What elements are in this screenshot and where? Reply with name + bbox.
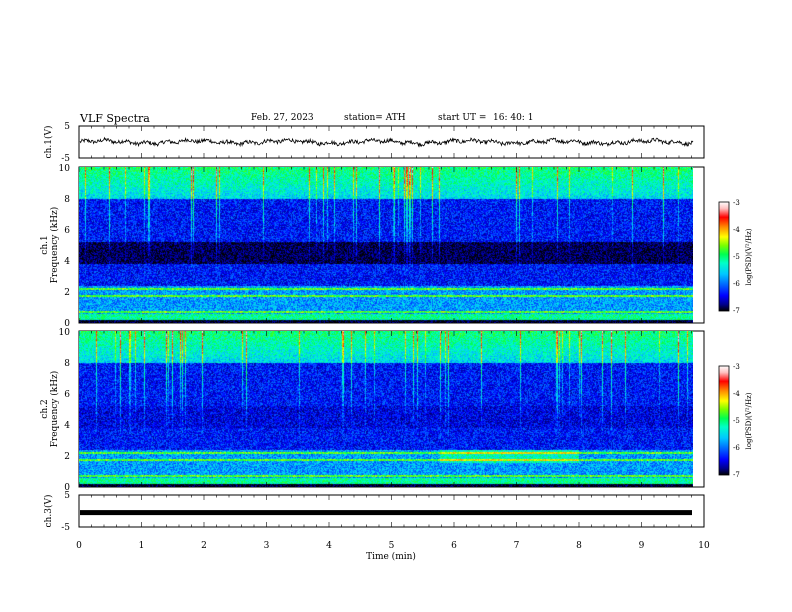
ch1-frequency-label: Frequency (kHz) — [49, 207, 60, 284]
start-ut-label: start UT = — [438, 113, 487, 123]
ch1-spectrogram-yticks: 0 2 4 6 8 10 — [59, 164, 71, 329]
x-tick-labels: 0 1 2 3 4 5 6 7 8 9 10 — [76, 541, 710, 551]
x-tick-label-3: 3 — [264, 541, 270, 551]
ch1-freq-tick-6: 6 — [64, 226, 70, 236]
ch3-waveform-line — [80, 510, 692, 516]
ch1-colorbar: -3 -4 -5 -6 -7 log(PSD)(V²/Hz) — [718, 199, 753, 315]
ch2-freq-tick-2: 2 — [64, 452, 70, 462]
ch1-freq-tick-4: 4 — [64, 257, 70, 267]
ch1-freq-tick-2: 2 — [64, 288, 70, 298]
ch2-cbar-tick-m4: -4 — [733, 390, 740, 398]
ch2-freq-tick-10: 10 — [59, 328, 71, 338]
ch1-freq-tick-0: 0 — [64, 319, 70, 329]
ch3-ylabel: ch.3(V) — [43, 495, 54, 528]
ch2-freq-tick-4: 4 — [64, 421, 70, 431]
ch2-cbar-tick-m5: -5 — [733, 417, 740, 425]
x-axis-label: Time (min) — [366, 551, 416, 562]
figure-date: Feb. 27, 2023 — [251, 113, 314, 123]
ch2-spectrogram-image — [79, 331, 693, 487]
ch1-waveform-line — [79, 136, 694, 148]
x-tick-label-7: 7 — [514, 541, 520, 551]
ch2-frequency-label: Frequency (kHz) — [49, 371, 60, 448]
start-ut-time: 16: 40: 1 — [493, 113, 534, 123]
ch1-cbar-tick-m6: -6 — [733, 280, 740, 288]
x-tick-label-4: 4 — [326, 541, 332, 551]
x-tick-label-9: 9 — [639, 541, 645, 551]
ch2-channel-label: ch.2 — [40, 399, 50, 418]
x-tick-label-6: 6 — [451, 541, 457, 551]
ch2-cbar-tick-m3: -3 — [733, 363, 740, 371]
x-tick-marks — [78, 126, 705, 527]
ch1-colorbar-gradient — [718, 201, 730, 312]
ch2-freq-tick-6: 6 — [64, 390, 70, 400]
ch1-channel-label: ch.1 — [40, 235, 50, 254]
ch1-freq-tick-8: 8 — [64, 195, 70, 205]
x-tick-label-5: 5 — [389, 541, 395, 551]
ch2-colorbar-gradient — [718, 365, 730, 476]
ch1-ytick-bottom: -5 — [61, 154, 70, 164]
ch2-cbar-tick-m6: -6 — [733, 444, 740, 452]
x-tick-label-2: 2 — [201, 541, 207, 551]
x-tick-label-8: 8 — [576, 541, 582, 551]
ch2-cbar-tick-m7: -7 — [733, 471, 740, 479]
station-label: station= ATH — [344, 113, 406, 123]
x-tick-label-10: 10 — [698, 541, 710, 551]
ch2-spectrogram-panel: 0 2 4 6 8 10 ch.2 Frequency (kHz) — [40, 328, 705, 493]
ch3-ytick-bottom: -5 — [61, 523, 70, 533]
ch1-cbar-tick-m4: -4 — [733, 226, 740, 234]
ch1-ylabel: ch.1(V) — [43, 126, 54, 159]
ch2-spectrogram-yticks: 0 2 4 6 8 10 — [59, 328, 71, 493]
ch2-freq-tick-8: 8 — [64, 359, 70, 369]
x-tick-label-1: 1 — [139, 541, 145, 551]
ch2-colorbar-label: log(PSD)(V²/Hz) — [745, 392, 753, 449]
ch1-freq-tick-10: 10 — [59, 164, 71, 174]
ch1-cbar-tick-m5: -5 — [733, 253, 740, 261]
ch1-spectrogram-panel: 0 2 4 6 8 10 ch.1 Frequency (kHz) — [40, 164, 705, 329]
ch1-waveform-frame — [78, 125, 705, 159]
ch2-freq-tick-0: 0 — [64, 483, 70, 493]
ch1-cbar-tick-m7: -7 — [733, 307, 740, 315]
ch2-colorbar: -3 -4 -5 -6 -7 log(PSD)(V²/Hz) — [718, 363, 753, 479]
ch1-spectrogram-image — [79, 167, 693, 323]
ch1-colorbar-label: log(PSD)(V²/Hz) — [745, 228, 753, 285]
ch1-waveform-panel: 5 -5 ch.1(V) — [43, 122, 705, 164]
ch1-ytick-top: 5 — [64, 122, 70, 132]
ch3-ytick-top: 5 — [64, 491, 70, 501]
figure-title: VLF Spectra — [80, 112, 150, 125]
ch1-cbar-tick-m3: -3 — [733, 199, 740, 207]
ch3-waveform-panel: 5 -5 ch.3(V) — [43, 491, 705, 533]
x-tick-label-0: 0 — [76, 541, 82, 551]
